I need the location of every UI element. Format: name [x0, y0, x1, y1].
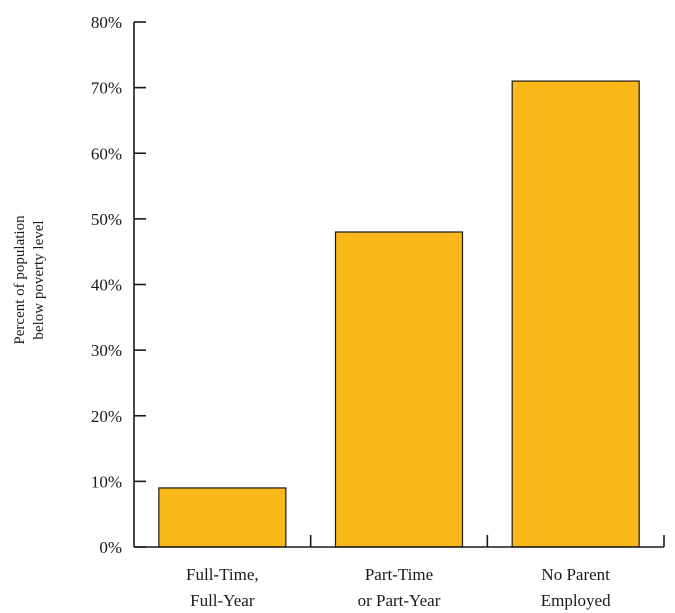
- y-axis-title: Percent of population below poverty leve…: [12, 215, 47, 345]
- y-axis-title-line-1: Percent of population: [12, 215, 28, 345]
- y-tick-label: 40%: [91, 276, 122, 295]
- y-tick-label: 20%: [91, 407, 122, 426]
- x-category-label: or Part-Year: [358, 591, 441, 610]
- y-tick-label: 60%: [91, 144, 122, 163]
- bars: [158, 80, 640, 548]
- axes: [133, 22, 664, 548]
- y-tick-label: 50%: [91, 210, 122, 229]
- x-axis-ticks: [309, 535, 665, 547]
- y-tick-label: 10%: [91, 472, 122, 491]
- x-category-label: No Parent: [541, 565, 610, 584]
- y-axis-ticks: 0% 10% 20% 30% 40% 50% 60% 70% 80%: [91, 13, 146, 557]
- y-tick-label: 30%: [91, 341, 122, 360]
- y-tick-label: 70%: [91, 79, 122, 98]
- y-tick-label: 80%: [91, 13, 122, 32]
- x-category-label: Employed: [541, 591, 611, 610]
- bar: [158, 487, 287, 548]
- y-axis-title-line-2: below poverty level: [31, 220, 47, 339]
- y-tick-label: 0%: [99, 538, 122, 557]
- x-category-label: Part-Time: [365, 565, 433, 584]
- bar: [511, 80, 640, 548]
- bar: [334, 231, 464, 548]
- x-category-label: Full-Time,: [186, 565, 259, 584]
- x-axis-labels: Full-Time, Full-Year Part-Time or Part-Year…: [186, 565, 611, 610]
- x-category-label: Full-Year: [190, 591, 255, 610]
